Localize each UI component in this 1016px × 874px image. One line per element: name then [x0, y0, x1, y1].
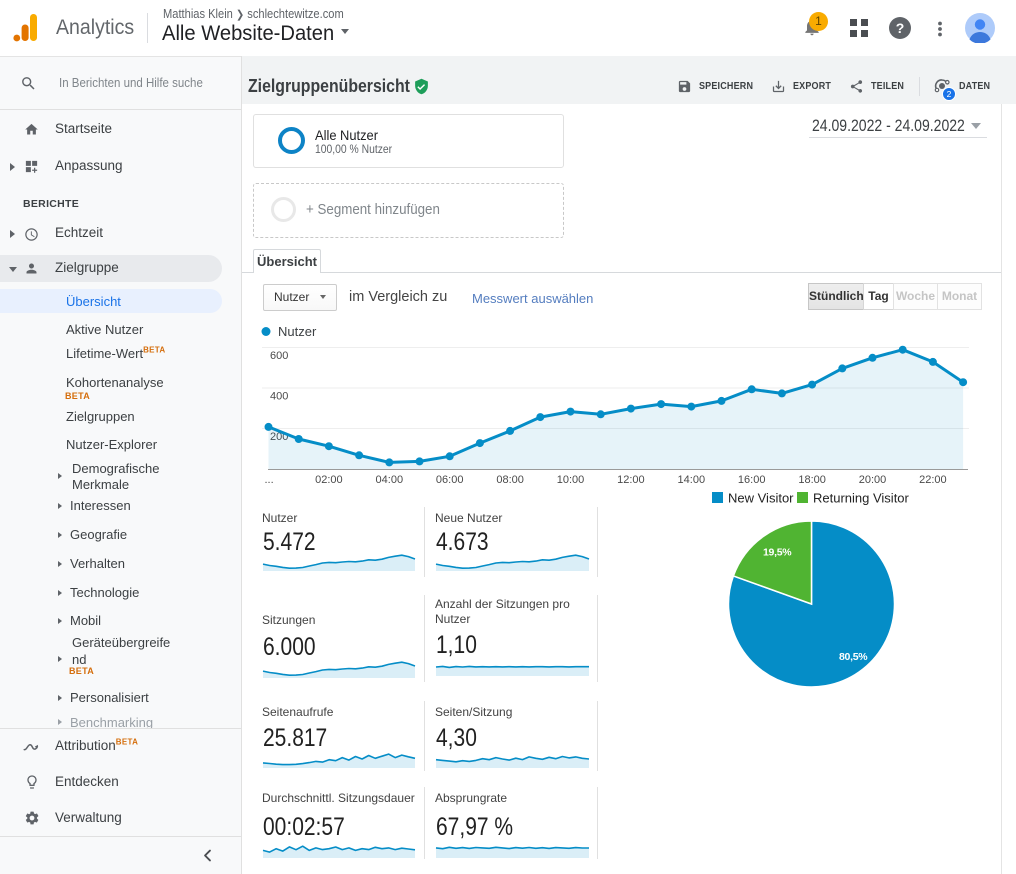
svg-text:400: 400 [270, 391, 288, 403]
svg-text:19,5%: 19,5% [763, 547, 792, 559]
svg-text:600: 600 [270, 350, 288, 362]
svg-text:...: ... [265, 474, 274, 486]
svg-text:20:00: 20:00 [859, 474, 887, 486]
svg-text:16:00: 16:00 [738, 474, 766, 486]
svg-text:Returning Visitor: Returning Visitor [813, 491, 910, 506]
svg-text:12:00: 12:00 [617, 474, 645, 486]
svg-text:Nutzer: Nutzer [278, 324, 317, 339]
svg-text:10:00: 10:00 [557, 474, 585, 486]
svg-text:06:00: 06:00 [436, 474, 464, 486]
svg-text:02:00: 02:00 [315, 474, 343, 486]
svg-text:14:00: 14:00 [678, 474, 706, 486]
svg-text:80,5%: 80,5% [839, 651, 868, 663]
svg-text:04:00: 04:00 [376, 474, 404, 486]
svg-text:08:00: 08:00 [496, 474, 524, 486]
svg-text:22:00: 22:00 [919, 474, 947, 486]
svg-text:New Visitor: New Visitor [728, 491, 794, 506]
svg-text:18:00: 18:00 [798, 474, 826, 486]
